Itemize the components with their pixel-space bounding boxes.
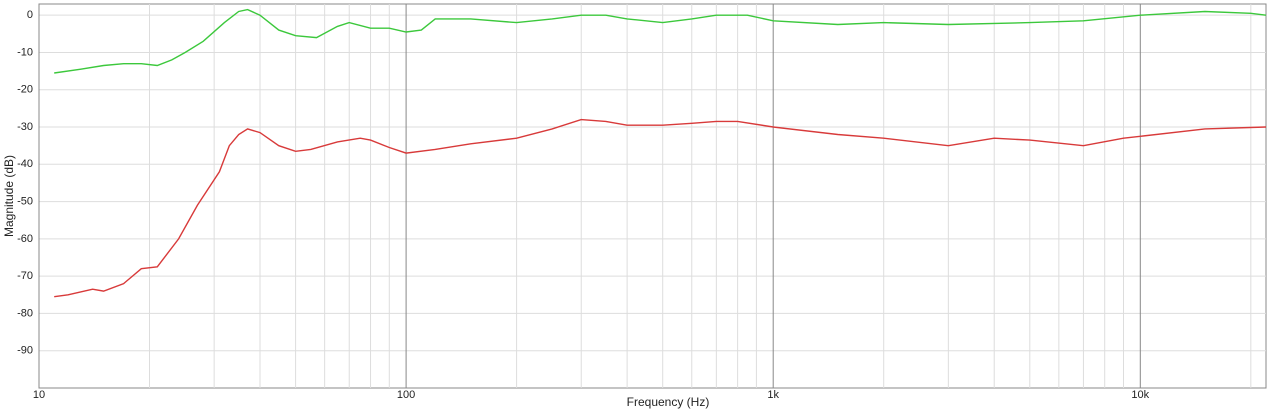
x-tick-label: 1k: [767, 389, 779, 401]
series-line: [54, 118, 1267, 298]
y-tick-label: -90: [17, 345, 33, 357]
plot-area: [38, 3, 1267, 389]
x-tick-label: 100: [397, 389, 415, 401]
x-axis-label: Frequency (Hz): [627, 395, 710, 409]
y-tick-label: 0: [27, 9, 33, 21]
x-tick-label: 10: [33, 389, 45, 401]
y-tick-label: -30: [17, 121, 33, 133]
y-tick-label: -70: [17, 270, 33, 282]
series-line: [54, 8, 1267, 74]
x-tick-label: 10k: [1131, 389, 1149, 401]
y-tick-label: -50: [17, 195, 33, 207]
y-axis-label: Magnitude (dB): [2, 155, 16, 237]
y-tick-label: -40: [17, 158, 33, 170]
y-tick-label: -80: [17, 307, 33, 319]
y-tick-label: -20: [17, 84, 33, 96]
y-tick-label: -60: [17, 233, 33, 245]
y-tick-label: -10: [17, 46, 33, 58]
